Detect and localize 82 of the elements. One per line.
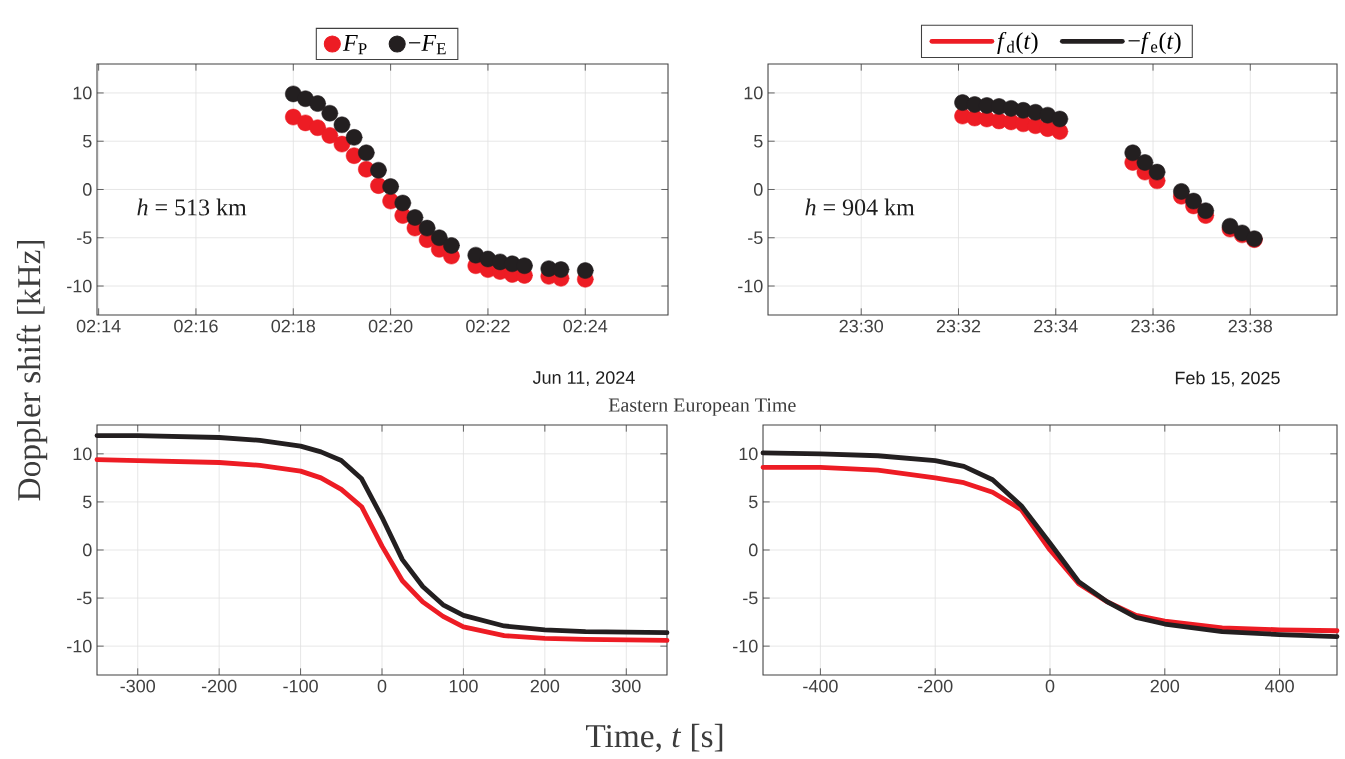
y-tick-label: 5 <box>754 134 763 148</box>
point <box>1148 163 1166 181</box>
y-tick-label: 5 <box>83 495 92 509</box>
y-tick-label: 10 <box>744 86 763 100</box>
point <box>321 127 339 144</box>
y-axis-title: Doppler shift [kHz] <box>16 240 48 501</box>
y-tick-label: 5 <box>749 495 758 509</box>
point <box>1185 192 1202 210</box>
x-tick-label: -200 <box>917 679 953 693</box>
point <box>1051 110 1069 128</box>
x-tick-label: 23:30 <box>839 319 884 333</box>
y-tick-label: 10 <box>739 447 758 461</box>
y-tick-label: -5 <box>77 231 92 245</box>
point <box>1197 202 1214 219</box>
x-tick-label: 23:32 <box>936 319 981 333</box>
legend-label: f$_{d}$(t) <box>997 31 1038 54</box>
x-tick-label: -100 <box>283 679 318 693</box>
point <box>1124 144 1142 162</box>
x-tick-label: 02:18 <box>271 319 316 333</box>
legend-label: −f$_{e}$(t) <box>1128 31 1181 54</box>
point <box>358 144 375 162</box>
x-tick-label: 0 <box>377 679 387 693</box>
x-tick-label: 23:38 <box>1228 319 1273 333</box>
y-tick-label: 0 <box>754 183 763 196</box>
annotation: h = 513 km <box>137 198 247 216</box>
y-tick-label: -5 <box>748 231 763 245</box>
annotation: h = 904 km <box>805 198 915 216</box>
x-tick-label: 02:24 <box>563 319 608 333</box>
point <box>431 229 448 247</box>
x-tick-label: 200 <box>530 679 560 693</box>
x-tick-label: 400 <box>1265 679 1294 693</box>
point <box>394 194 412 212</box>
text: Feb 15, 2025 <box>1175 371 1280 387</box>
x-tick-label: 23:34 <box>1034 319 1078 333</box>
point <box>285 108 302 126</box>
x-tick-label: 02:16 <box>174 319 218 333</box>
x-tick-label: 02:20 <box>368 319 413 333</box>
point <box>297 114 314 132</box>
x-tick-label: 23:36 <box>1131 319 1175 333</box>
x-tick-label: -300 <box>120 679 156 693</box>
legend-label: −F$_{E}$ <box>409 35 446 55</box>
y-tick-label: -10 <box>733 639 758 653</box>
x-tick-label: 100 <box>449 679 478 693</box>
y-tick-label: 0 <box>749 543 758 557</box>
x-tick-label: -200 <box>201 679 237 693</box>
x-tick-label: 0 <box>1045 679 1055 693</box>
y-tick-label: -10 <box>67 279 92 293</box>
point <box>345 129 363 146</box>
point <box>382 178 399 195</box>
x-tick-label: 300 <box>611 679 641 693</box>
x-axis-title: Time, t [s] <box>586 723 723 753</box>
x-axis-title: Eastern European Time <box>608 398 796 416</box>
point <box>333 116 351 134</box>
y-tick-label: 10 <box>73 86 92 100</box>
y-tick-label: 5 <box>83 134 92 148</box>
point <box>321 104 339 122</box>
point <box>333 135 351 153</box>
y-tick-label: 0 <box>83 183 92 196</box>
text: Jun 11, 2024 <box>532 371 635 387</box>
point <box>443 237 460 254</box>
y-tick-label: 0 <box>83 543 92 557</box>
point <box>418 219 436 237</box>
point <box>552 261 570 278</box>
point <box>1136 154 1154 171</box>
x-tick-label: 02:14 <box>76 319 121 333</box>
x-tick-label: 200 <box>1150 679 1180 693</box>
point <box>516 257 533 275</box>
y-tick-label: -5 <box>77 591 92 605</box>
y-tick-label: -10 <box>738 279 763 293</box>
point <box>577 262 594 279</box>
legend-label: F$_{P}$ <box>342 35 367 55</box>
y-tick-label: -10 <box>67 639 92 653</box>
point <box>406 209 424 226</box>
point <box>309 95 326 112</box>
y-tick-label: 10 <box>73 447 92 461</box>
point <box>1173 183 1190 200</box>
x-tick-label: 02:22 <box>466 319 510 333</box>
point <box>370 161 387 179</box>
point <box>297 90 314 108</box>
y-tick-label: -5 <box>743 591 758 605</box>
x-tick-label: -400 <box>803 679 838 693</box>
point <box>309 119 326 136</box>
